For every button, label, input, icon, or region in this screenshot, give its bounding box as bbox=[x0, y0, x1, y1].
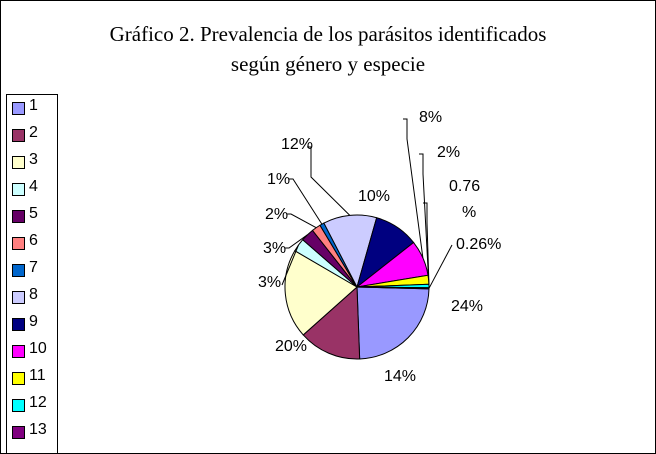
chart-title-line-2: según género y especie bbox=[230, 52, 426, 76]
leader-line-10 bbox=[403, 118, 424, 259]
data-label-9: 10% bbox=[358, 188, 390, 205]
leader-line-4 bbox=[281, 244, 299, 286]
data-label-12: 0.76 bbox=[449, 178, 480, 195]
pie-slice-3 bbox=[284, 250, 358, 336]
legend-label: 6 bbox=[29, 232, 38, 249]
data-label-13: 0.26% bbox=[456, 236, 501, 253]
legend: 1 2 3 4 5 6 7 8 9 10 11 12 13 bbox=[6, 94, 58, 453]
leader-line-8 bbox=[307, 146, 351, 216]
data-label-4: 3% bbox=[258, 274, 281, 291]
chart-title: Gráfico 2. Prevalencia de los parásitos … bbox=[1, 19, 655, 79]
data-label-10: 8% bbox=[419, 109, 442, 126]
legend-item-10: 10 bbox=[7, 338, 57, 365]
legend-label: 11 bbox=[29, 367, 46, 384]
legend-item-3: 3 bbox=[7, 149, 57, 176]
legend-label: 13 bbox=[29, 421, 47, 438]
data-label-7: 1% bbox=[267, 171, 290, 188]
legend-label: 8 bbox=[29, 286, 38, 303]
legend-swatch bbox=[12, 426, 25, 439]
legend-label: 2 bbox=[29, 124, 38, 141]
data-label-3: 20% bbox=[275, 338, 307, 355]
legend-item-13: 13 bbox=[7, 419, 57, 446]
chart-title-line-1: Gráfico 2. Prevalencia de los parásitos … bbox=[109, 22, 547, 46]
leader-line-12 bbox=[423, 202, 430, 287]
legend-swatch bbox=[12, 210, 25, 223]
legend-swatch bbox=[12, 291, 25, 304]
data-label-11: 2% bbox=[437, 144, 460, 161]
leader-line-7 bbox=[289, 178, 323, 225]
leader-line-5 bbox=[285, 234, 308, 249]
legend-swatch bbox=[12, 102, 25, 115]
legend-swatch bbox=[12, 129, 25, 142]
data-label-2: 14% bbox=[384, 368, 416, 385]
leader-line-11 bbox=[419, 153, 430, 280]
pie-slice-2 bbox=[302, 285, 361, 360]
legend-swatch bbox=[12, 399, 25, 412]
legend-item-4: 4 bbox=[7, 176, 57, 203]
legend-swatch bbox=[12, 345, 25, 358]
legend-swatch bbox=[12, 318, 25, 331]
legend-label: 3 bbox=[29, 151, 38, 168]
legend-swatch bbox=[12, 183, 25, 196]
legend-item-2: 2 bbox=[7, 122, 57, 149]
legend-label: 1 bbox=[29, 97, 38, 114]
legend-item-11: 11 bbox=[7, 365, 57, 392]
legend-swatch bbox=[12, 156, 25, 169]
data-label-12: % bbox=[462, 204, 476, 221]
legend-item-7: 7 bbox=[7, 257, 57, 284]
pie-slice-1 bbox=[356, 286, 430, 360]
legend-swatch bbox=[12, 264, 25, 277]
legend-item-12: 12 bbox=[7, 392, 57, 419]
leader-line-13 bbox=[428, 244, 453, 289]
legend-label: 4 bbox=[29, 178, 38, 195]
legend-item-5: 5 bbox=[7, 203, 57, 230]
legend-swatch bbox=[12, 237, 25, 250]
legend-item-9: 9 bbox=[7, 311, 57, 338]
data-label-1: 24% bbox=[451, 298, 483, 315]
legend-label: 10 bbox=[29, 340, 47, 357]
legend-item-1: 1 bbox=[7, 95, 57, 122]
legend-label: 5 bbox=[29, 205, 38, 222]
legend-label: 7 bbox=[29, 259, 38, 276]
legend-label: 9 bbox=[29, 313, 38, 330]
legend-item-6: 6 bbox=[7, 230, 57, 257]
legend-item-8: 8 bbox=[7, 284, 57, 311]
legend-swatch bbox=[12, 372, 25, 385]
data-label-8: 12% bbox=[281, 136, 313, 153]
data-label-6: 2% bbox=[265, 206, 288, 223]
leader-line-6 bbox=[287, 213, 317, 229]
legend-label: 12 bbox=[29, 394, 47, 411]
data-label-5: 3% bbox=[263, 240, 286, 257]
